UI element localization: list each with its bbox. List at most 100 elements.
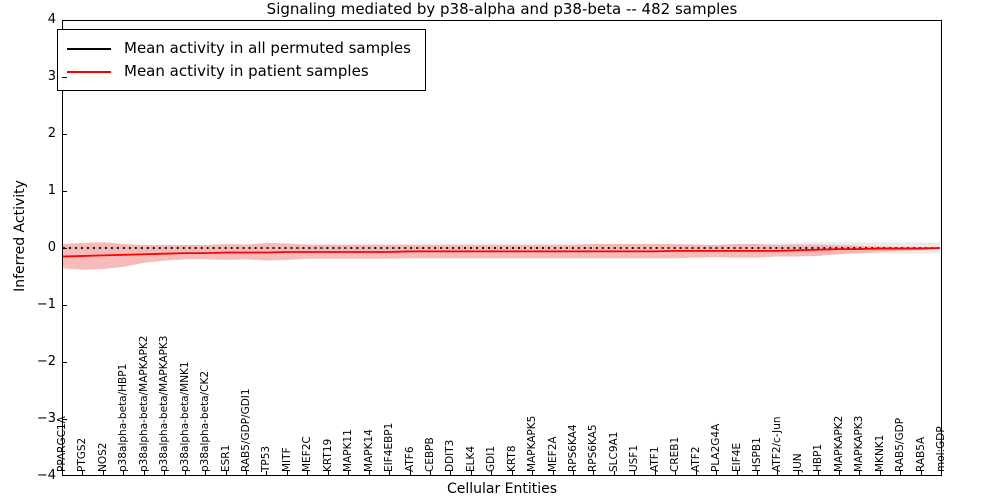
x-axis-tick-mark <box>716 471 718 476</box>
x-axis-tick-mark <box>613 471 615 476</box>
x-axis-tick-label: EIF4E <box>730 442 743 472</box>
x-axis-tick-mark <box>941 471 942 476</box>
x-axis-tick-label: GDI1 <box>485 446 498 472</box>
legend-swatch-permuted <box>67 47 111 50</box>
x-axis-tick-mark <box>900 471 902 476</box>
x-axis-tick-mark <box>818 471 820 476</box>
y-axis-tick-label: 1 <box>47 183 56 198</box>
x-axis-tick-label: MAPKAPK3 <box>853 415 866 472</box>
x-axis-tick-label: p38alpha-beta/HBP1 <box>117 363 130 472</box>
legend-item: Mean activity in patient samples <box>67 60 411 83</box>
x-axis-tick-label: mol:GDP <box>935 426 947 472</box>
x-axis-tick-mark <box>552 471 554 476</box>
confidence-band <box>63 242 941 270</box>
x-axis-tick-label: RAB5/GDP/GDI1 <box>239 388 252 472</box>
y-axis-tick-mark <box>62 305 67 306</box>
x-axis-tick-mark <box>797 471 799 476</box>
x-axis-tick-label: RAB5/GDP <box>894 417 907 472</box>
chart-legend: Mean activity in all permuted samples Me… <box>57 29 426 91</box>
legend-item: Mean activity in all permuted samples <box>67 37 411 60</box>
x-axis-tick-mark <box>327 471 329 476</box>
legend-label-permuted: Mean activity in all permuted samples <box>124 39 411 57</box>
x-axis-tick-label: ATF6 <box>403 446 416 472</box>
x-axis-tick-mark <box>225 471 227 476</box>
x-axis-tick-label: MAPK11 <box>342 429 355 472</box>
x-axis-tick-mark <box>429 471 431 476</box>
x-axis-label: Cellular Entities <box>446 481 558 497</box>
series-line <box>63 247 941 258</box>
x-axis-tick-mark <box>695 471 697 476</box>
x-axis-tick-mark <box>286 471 288 476</box>
x-axis-tick-label: ELK4 <box>464 445 477 472</box>
y-axis-tick-mark <box>62 77 67 78</box>
y-axis-tick-label: −4 <box>36 468 56 483</box>
x-axis-tick-mark <box>348 471 350 476</box>
y-axis-tick-mark <box>62 419 67 420</box>
x-axis-tick-label: MKNK1 <box>873 434 886 472</box>
x-axis-tick-mark <box>879 471 881 476</box>
x-axis-tick-label: MEF2A <box>546 436 559 472</box>
x-axis-tick-label: MITF <box>280 447 293 472</box>
x-axis-tick-mark <box>675 471 677 476</box>
x-axis-tick-mark <box>736 471 738 476</box>
y-axis-tick-label: 2 <box>47 126 56 141</box>
x-axis-tick-mark <box>777 471 779 476</box>
chart-canvas <box>63 242 941 270</box>
x-axis-tick-label: HSPB1 <box>751 437 764 472</box>
x-axis-tick-mark <box>389 471 391 476</box>
y-axis-tick-label: 0 <box>47 240 56 255</box>
x-axis-tick-mark <box>102 471 104 476</box>
y-axis-tick-mark <box>62 134 67 135</box>
x-axis-tick-label: MAPKAPK5 <box>526 415 539 472</box>
x-axis-tick-label: RPS6KA5 <box>587 424 600 472</box>
x-axis-tick-mark <box>920 471 922 476</box>
x-axis-tick-mark <box>532 471 534 476</box>
x-axis-tick-label: p38alpha-beta/MAPKAPK3 <box>158 335 171 473</box>
x-axis-tick-mark <box>82 471 84 476</box>
x-axis-tick-label: JUN <box>791 453 804 472</box>
x-axis-tick-label: ATF2/c-Jun <box>771 416 784 472</box>
x-axis-tick-label: NOS2 <box>96 442 109 472</box>
x-axis-tick-label: MEF2C <box>301 436 314 472</box>
x-axis-tick-label: SLC9A1 <box>607 431 620 472</box>
x-axis-tick-mark <box>491 471 493 476</box>
x-axis-tick-label: KRT19 <box>321 438 334 472</box>
x-axis-tick-label: ESR1 <box>219 444 232 472</box>
x-axis-tick-label: RAB5A <box>914 436 927 472</box>
y-axis-tick-mark <box>62 248 67 249</box>
x-axis-tick-label: p38alpha-beta/MNK1 <box>178 361 191 472</box>
x-axis-tick-label: RPS6KA4 <box>567 424 580 472</box>
x-axis-tick-label: MAPK14 <box>362 429 375 472</box>
y-axis-tick-label: −2 <box>36 354 56 369</box>
x-axis-tick-mark <box>450 471 452 476</box>
x-axis-tick-mark <box>838 471 840 476</box>
x-axis-tick-mark <box>409 471 411 476</box>
x-axis-tick-label: p38alpha-beta/MAPKAPK2 <box>137 335 150 473</box>
x-axis-tick-mark <box>266 471 268 476</box>
x-axis-tick-label: PLA2G4A <box>710 423 723 472</box>
legend-label-patient: Mean activity in patient samples <box>124 62 369 80</box>
x-axis-tick-mark <box>470 471 472 476</box>
y-axis-tick-label: −1 <box>36 297 56 312</box>
x-axis-tick-mark <box>757 471 759 476</box>
y-axis-tick-labels: −4 −3 −2 −1 0 1 2 3 4 <box>20 13 56 482</box>
y-axis-tick-label: −3 <box>36 411 56 426</box>
y-axis-tick-mark <box>62 191 67 192</box>
x-axis-tick-label: HBP1 <box>812 443 825 472</box>
x-axis-tick-mark <box>593 471 595 476</box>
x-axis-tick-label: ATF2 <box>689 446 702 472</box>
x-axis-tick-mark <box>859 471 861 476</box>
x-axis-tick-mark <box>184 471 186 476</box>
x-axis-tick-mark <box>511 471 513 476</box>
y-axis-tick-mark <box>62 362 67 363</box>
x-axis-tick-label: TP53 <box>260 445 273 472</box>
x-axis-tick-mark <box>62 471 63 476</box>
x-axis-tick-label: KRT8 <box>505 445 518 472</box>
y-axis-tick-label: 4 <box>47 12 56 27</box>
x-axis-tick-label: DDIT3 <box>444 439 457 472</box>
x-axis-tick-label: PPARGC1A <box>56 416 68 472</box>
x-axis-tick-mark <box>164 471 166 476</box>
x-axis-tick-label: CEBPB <box>423 437 436 472</box>
x-axis-tick-mark <box>143 471 145 476</box>
